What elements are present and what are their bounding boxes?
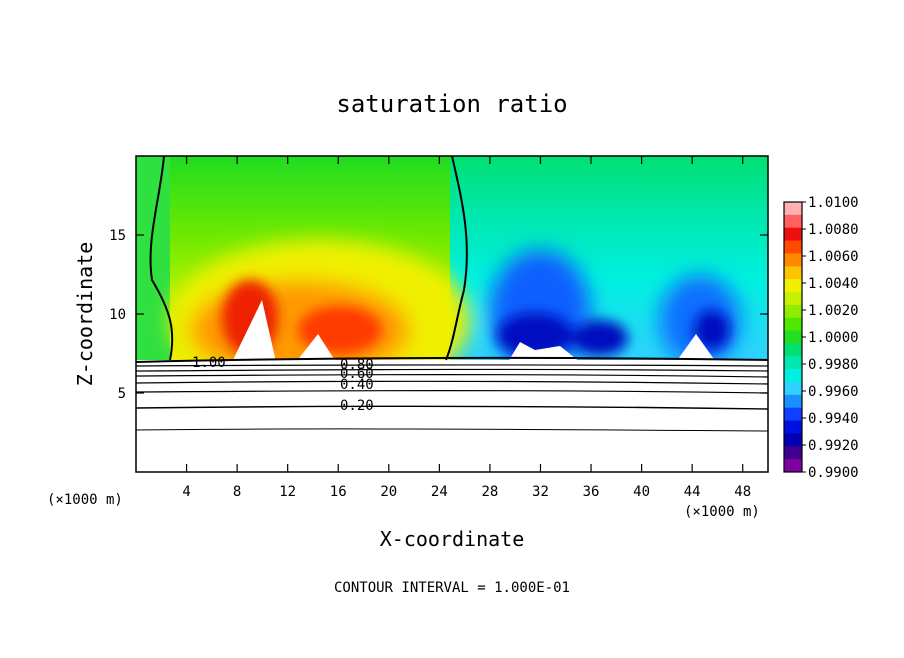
contour-line (136, 356, 768, 363)
heatmap-field (136, 156, 768, 472)
y-tick-label: 15 (109, 228, 126, 244)
colorbar-swatch (784, 240, 802, 254)
x-axis-title: X-coordinate (380, 527, 525, 551)
subsat-core-navy-1 (497, 313, 573, 357)
colorbar-swatch (784, 394, 802, 409)
contour-label: 0.40 (340, 377, 374, 393)
y-tick-label: 5 (118, 386, 126, 402)
colorbar-swatch (784, 369, 802, 383)
contour-line (136, 364, 768, 367)
colorbar-tick-label: 0.9980 (808, 357, 859, 373)
colorbar-swatch (784, 292, 802, 306)
cloud-free-notch-2 (296, 334, 336, 362)
x-tick-label: 4 (182, 484, 190, 500)
contour-interval-note: CONTOUR INTERVAL = 1.000E-01 (334, 580, 570, 596)
colorbar-swatch (784, 279, 802, 293)
x-tick-label: 8 (233, 484, 241, 500)
saturation-boundary-right (445, 156, 468, 361)
x-tick-label: 44 (684, 484, 701, 500)
colorbar-swatch (784, 433, 802, 447)
colorbar-swatch (784, 202, 802, 216)
colorbar-swatch (784, 330, 802, 344)
contour-label: 0.80 (340, 357, 374, 373)
x-tick-label: 12 (279, 484, 296, 500)
colorbar-swatch (784, 356, 802, 370)
colorbar-swatch (784, 266, 802, 280)
contour-line (136, 405, 768, 410)
colorbar-tick-label: 1.0020 (808, 303, 859, 319)
x-tick-label: 24 (431, 484, 448, 500)
subsat-core-navy-2 (572, 320, 628, 356)
cloud-free-notch-1 (232, 300, 276, 362)
contour-line (136, 368, 768, 372)
colorbar-tick-label: 1.0100 (808, 195, 859, 211)
colorbar-tick-label: 0.9940 (808, 411, 859, 427)
y-axis: 5 10 15 (109, 228, 768, 402)
saturation-boundary-left (149, 156, 174, 361)
colorbar-swatch (784, 420, 802, 434)
subsat-core-navy-3 (694, 310, 730, 350)
colorbar-tick-label: 1.0000 (808, 330, 859, 346)
field-left-edge (136, 156, 170, 362)
colorbar-tick-label: 1.0040 (808, 276, 859, 292)
colorbar-swatch (784, 253, 802, 267)
colorbar-swatch (784, 304, 802, 319)
x-tick-label: 32 (532, 484, 549, 500)
contour-label: 1.00 (192, 355, 226, 371)
chart-title: saturation ratio (336, 90, 567, 118)
colorbar-swatch (784, 459, 802, 473)
colorbar-tick-label: 0.9960 (808, 384, 859, 400)
x-axis: 4 8 12 16 20 24 28 32 36 40 44 48 (182, 156, 751, 500)
x-tick-label: 40 (633, 484, 650, 500)
lower-domain-white (136, 360, 768, 472)
x-tick-label: 36 (583, 484, 600, 500)
x-unit-label-right: (×1000 m) (684, 504, 760, 520)
contour-label: 0.20 (340, 398, 374, 414)
y-tick-label: 10 (109, 307, 126, 323)
cloud-free-notch-4 (676, 334, 716, 362)
colorbar-swatch (784, 227, 802, 242)
x-tick-label: 20 (380, 484, 397, 500)
colorbar-swatch (784, 343, 802, 357)
x-unit-label-left: (×1000 m) (47, 492, 123, 508)
contour-line (136, 390, 768, 394)
colorbar-tick-label: 1.0060 (808, 249, 859, 265)
contour-line (136, 374, 768, 378)
colorbar-swatch (784, 317, 802, 332)
colorbar: 1.0100 1.0080 1.0060 1.0040 1.0020 1.0000 0.99… (783, 195, 859, 481)
x-tick-label: 16 (330, 484, 347, 500)
y-axis-title: Z-coordinate (73, 242, 97, 387)
x-tick-label: 48 (734, 484, 751, 500)
contour-lines (136, 356, 768, 432)
colorbar-tick-label: 0.9900 (808, 465, 859, 481)
contour-line (136, 380, 768, 385)
colorbar-tick-label: 0.9920 (808, 438, 859, 454)
colorbar-swatch (784, 214, 802, 229)
contour-label: 0.60 (340, 366, 374, 382)
x-tick-label: 28 (481, 484, 498, 500)
colorbar-swatch (784, 382, 802, 396)
colorbar-swatch (784, 446, 802, 460)
contour-line (136, 428, 768, 432)
colorbar-tick-label: 1.0080 (808, 222, 859, 238)
colorbar-swatch (784, 407, 802, 422)
